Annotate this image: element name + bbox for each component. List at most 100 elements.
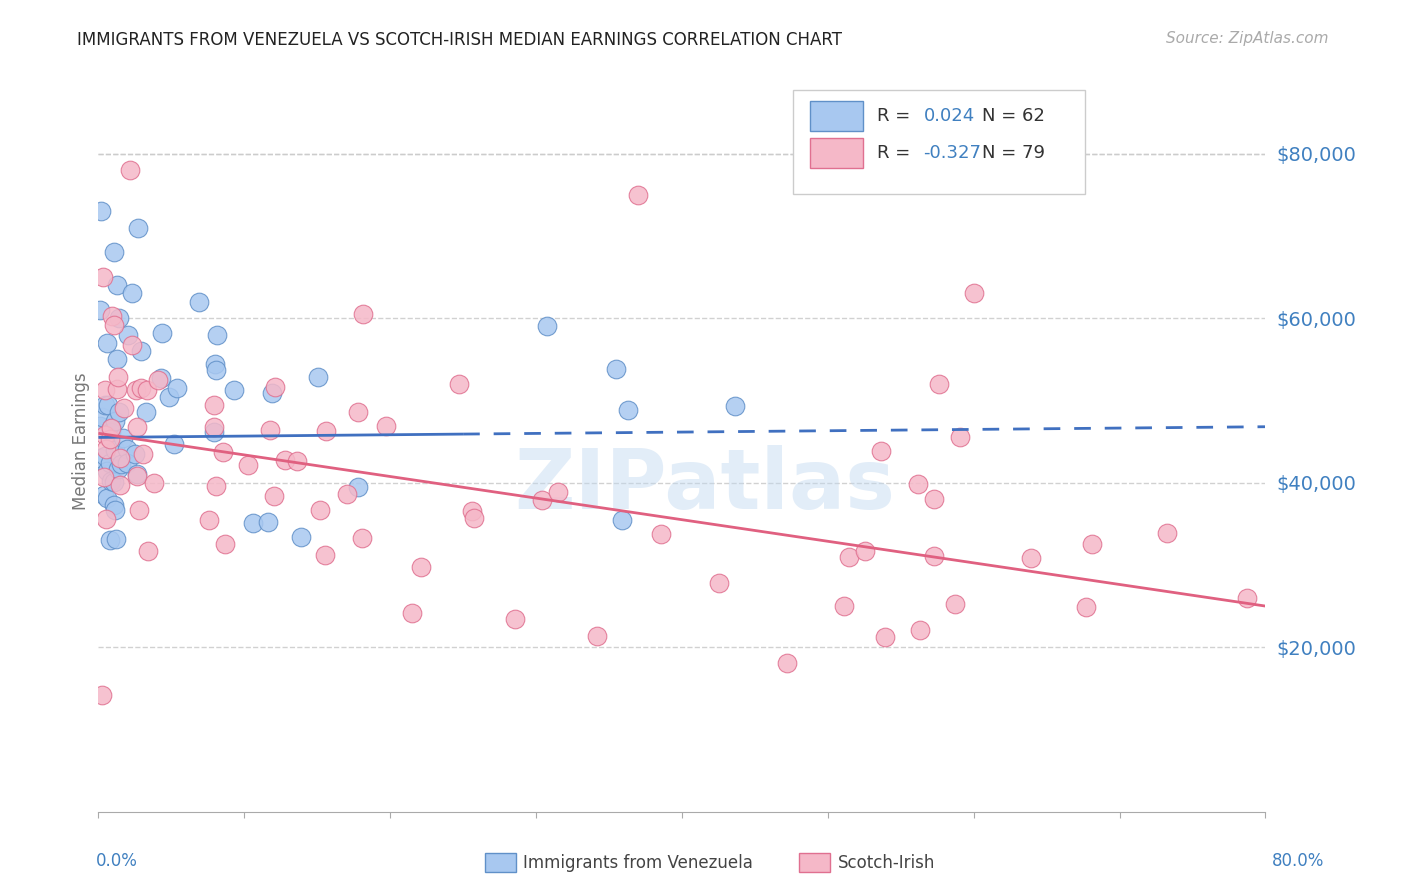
Point xyxy=(89,302,111,317)
Point xyxy=(163,437,186,451)
Point xyxy=(125,420,148,434)
Point xyxy=(89,204,111,219)
Point xyxy=(117,327,139,342)
Point xyxy=(107,462,129,476)
Point xyxy=(610,512,633,526)
Text: -0.327: -0.327 xyxy=(924,144,981,161)
Text: N = 79: N = 79 xyxy=(981,144,1045,161)
Point xyxy=(93,488,115,502)
Point xyxy=(948,430,970,444)
Point xyxy=(103,475,125,489)
Point xyxy=(855,544,877,558)
Point xyxy=(627,187,650,202)
Point xyxy=(117,456,139,470)
Point xyxy=(922,492,945,507)
Point xyxy=(105,532,128,546)
Point xyxy=(94,383,117,397)
Text: N = 62: N = 62 xyxy=(981,107,1045,125)
Bar xyxy=(810,138,863,168)
Point xyxy=(870,444,893,458)
Point xyxy=(285,453,308,467)
Point xyxy=(205,363,228,377)
Point xyxy=(707,575,730,590)
Point xyxy=(346,480,368,494)
Point xyxy=(98,456,121,470)
Point xyxy=(1080,536,1102,550)
Point xyxy=(125,469,148,483)
Point xyxy=(108,405,131,419)
Point xyxy=(873,630,896,644)
Point xyxy=(104,414,127,428)
Point xyxy=(401,606,423,620)
Point xyxy=(125,467,148,482)
Point xyxy=(315,424,337,438)
Point xyxy=(314,549,336,563)
Point xyxy=(336,487,359,501)
Point xyxy=(96,442,118,456)
Point xyxy=(128,503,150,517)
Point xyxy=(536,319,558,334)
Point xyxy=(352,531,374,545)
Point xyxy=(264,380,287,394)
Text: 80.0%: 80.0% xyxy=(1272,852,1324,870)
Point xyxy=(307,369,329,384)
Point xyxy=(100,421,122,435)
Point xyxy=(112,401,135,416)
Point xyxy=(100,425,122,439)
Point xyxy=(129,344,152,359)
Point xyxy=(157,390,180,404)
Point xyxy=(187,294,209,309)
Point xyxy=(273,453,295,467)
Point xyxy=(928,376,950,391)
Point xyxy=(131,381,153,395)
Point xyxy=(375,419,398,434)
Text: R =: R = xyxy=(877,144,915,161)
Point xyxy=(205,479,228,493)
Point xyxy=(104,503,127,517)
Point xyxy=(96,491,118,505)
Point xyxy=(352,307,374,321)
Point xyxy=(943,597,966,611)
Point xyxy=(107,311,129,326)
Point xyxy=(115,442,138,456)
Point xyxy=(1074,600,1097,615)
Point xyxy=(100,421,122,435)
Point xyxy=(105,352,128,367)
Point xyxy=(198,512,221,526)
Point xyxy=(309,503,332,517)
Point xyxy=(838,549,860,564)
Point xyxy=(93,470,115,484)
Point xyxy=(1236,591,1258,605)
Point xyxy=(100,432,122,446)
Point xyxy=(204,357,226,371)
Point xyxy=(290,530,312,544)
Point xyxy=(124,447,146,461)
Point xyxy=(89,450,111,465)
Point xyxy=(205,327,228,342)
Point xyxy=(547,484,569,499)
Point xyxy=(121,286,143,301)
Point xyxy=(93,428,115,442)
Point xyxy=(142,476,165,491)
Point xyxy=(91,409,114,424)
Text: 0.024: 0.024 xyxy=(924,107,974,125)
Point xyxy=(96,335,118,350)
Point xyxy=(146,373,169,387)
Point xyxy=(94,512,117,526)
Bar xyxy=(810,101,863,130)
Point xyxy=(259,423,281,437)
Point xyxy=(90,688,112,702)
Text: ZIPatlas: ZIPatlas xyxy=(515,445,896,526)
Point xyxy=(105,278,128,293)
Point xyxy=(103,498,125,512)
Point xyxy=(107,382,129,396)
Point xyxy=(135,405,157,419)
Text: Immigrants from Venezuela: Immigrants from Venezuela xyxy=(523,854,752,871)
Point xyxy=(136,544,159,558)
Point xyxy=(461,504,484,518)
Point xyxy=(263,490,285,504)
Point xyxy=(89,418,111,433)
Point xyxy=(202,398,225,412)
Point xyxy=(616,402,638,417)
Point xyxy=(103,245,125,260)
